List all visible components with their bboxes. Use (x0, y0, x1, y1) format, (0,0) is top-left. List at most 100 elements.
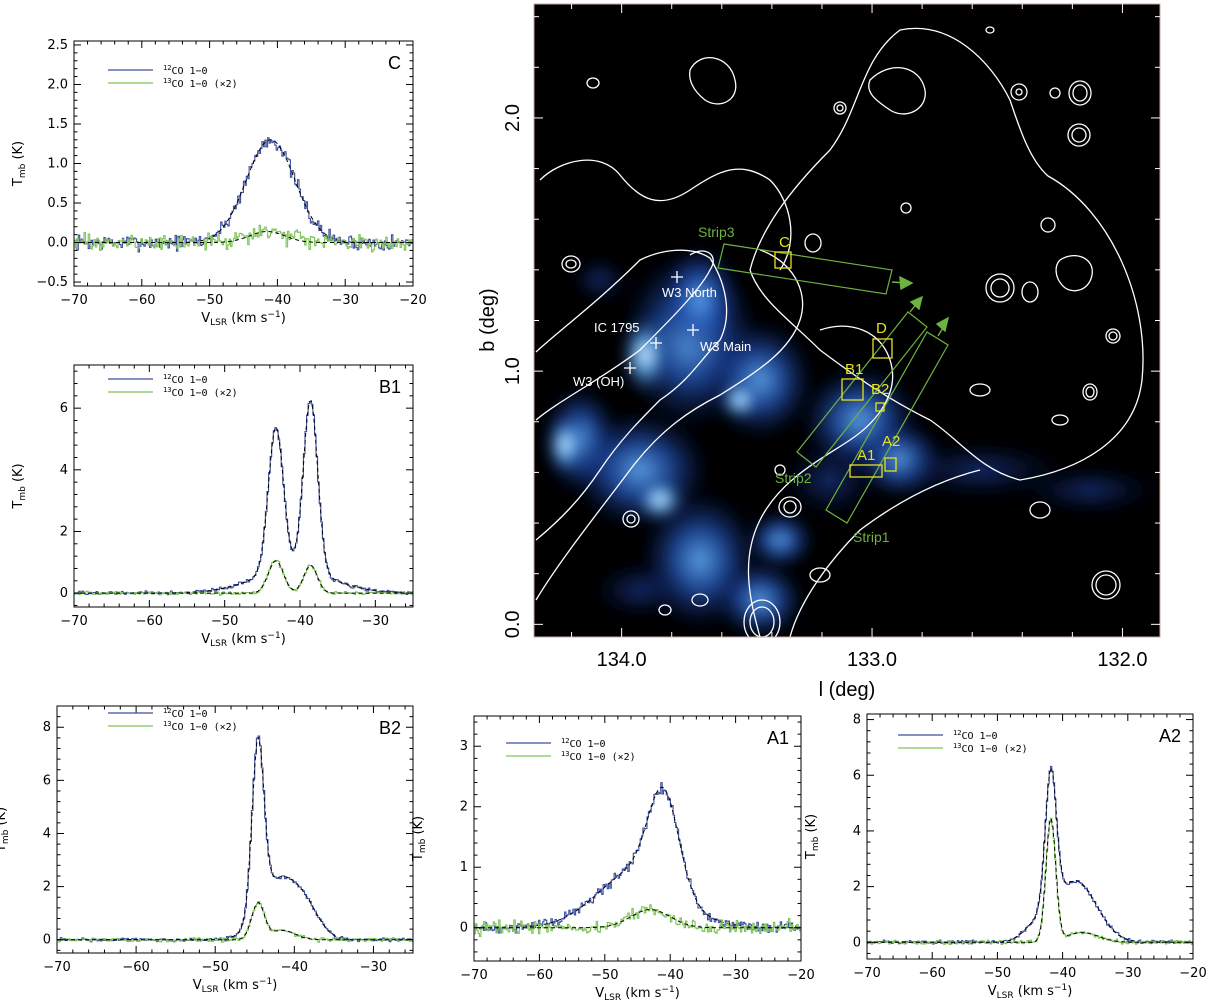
strip3-label: Strip3 (698, 224, 735, 240)
plot-frame (56, 705, 414, 954)
series-line-12co (867, 765, 1194, 945)
x-tick-label: −50 (211, 614, 238, 629)
series-line-12co (74, 401, 414, 596)
panel-label: B2 (379, 718, 401, 738)
source-cross-w3-north (671, 271, 683, 283)
fit-curve-12co (74, 400, 413, 594)
y-axis-label: Tmb (K) (11, 141, 28, 187)
region-box-a1 (849, 464, 883, 478)
fit-curve-12co (867, 766, 1193, 943)
y-tick-label: 0 (60, 586, 68, 601)
region-label-b2: B2 (871, 381, 889, 398)
source-label-w3-north: W3 North (662, 285, 717, 300)
x-tick-label: −20 (399, 293, 426, 308)
y-tick-label: 1.5 (47, 117, 68, 132)
x-tick-label: −20 (1179, 966, 1206, 981)
region-label-a1: A1 (857, 447, 875, 464)
source-cross-w3oh (624, 362, 636, 374)
x-tick-label: −30 (722, 968, 749, 983)
x-tick-label: −70 (60, 293, 87, 308)
fit-curve-13co (57, 901, 413, 941)
y-tick-label: 6 (60, 401, 68, 416)
y-tick-label: 2 (43, 880, 51, 895)
legend-entry: 12CO 1−0 (953, 729, 998, 742)
y-tick-label: 8 (853, 713, 861, 728)
x-axis-label: VLSR (km s−1) (201, 631, 286, 649)
x-tick-label: −30 (360, 960, 387, 975)
plot-frame (473, 715, 802, 962)
region-box-d (872, 338, 893, 359)
x-tick-label: −70 (43, 960, 70, 975)
series-line-13co (74, 224, 414, 253)
panel-label: C (388, 53, 401, 73)
y-tick-label: 4 (853, 824, 861, 839)
map-axes: 134.0 133.0 132.0 0.0 1.0 2.0 l (deg) b (deg) (477, 4, 1160, 701)
series-line-13co (867, 817, 1194, 946)
strip1-arrowhead (935, 316, 950, 333)
strip1-label: Strip1 (853, 529, 890, 545)
y-tick-label: 2.5 (47, 38, 68, 53)
x-tick-label: −60 (128, 293, 155, 308)
x-tick-label: −60 (136, 614, 163, 629)
legend-entry: 12CO 1−0 (163, 64, 208, 77)
x-tick-label: −70 (853, 966, 880, 981)
strip3-arrowhead (899, 275, 914, 291)
legend-entry: 13CO 1−0 (×2) (953, 742, 1028, 755)
x-axis-label: VLSR (km s−1) (988, 983, 1073, 1001)
map-y-tick-label: 0.0 (502, 610, 524, 638)
series-line-12co (474, 782, 802, 934)
region-box-a2 (884, 457, 897, 472)
y-axis-label: Tmb (K) (411, 816, 428, 862)
spectrum-panel-b1: −70 −60 −50 −40 −30 0 2 4 6 VLSR (km s−1) Tmb (K) B… (11, 364, 414, 649)
source-label-w3-main: W3 Main (700, 339, 751, 354)
map-y-axis-label: b (deg) (477, 288, 499, 351)
map-emission (535, 26, 1160, 637)
y-tick-label: 2 (853, 880, 861, 895)
y-tick-label: 2 (460, 800, 468, 815)
map-x-tick-label: 133.0 (847, 649, 897, 671)
series-line-13co (74, 559, 414, 596)
map-labels: W3 North W3 Main W3 (OH) IC 1795 Strip3 … (573, 224, 900, 545)
source-label-w3oh: W3 (OH) (573, 374, 624, 389)
legend-entry: 12CO 1−0 (163, 373, 208, 386)
strip2-label: Strip2 (775, 470, 812, 486)
x-tick-label: −30 (1114, 966, 1141, 981)
y-tick-label: 0 (853, 935, 861, 950)
region-label-b1: B1 (845, 361, 863, 378)
x-axis-label: VLSR (km s−1) (201, 310, 286, 328)
legend-entry: 12CO 1−0 (163, 707, 208, 720)
strip3-box (717, 243, 893, 295)
y-tick-label: 0 (43, 933, 51, 948)
region-label-c: C (779, 234, 790, 251)
fit-curve-13co (867, 816, 1193, 943)
y-tick-label: 2 (60, 524, 68, 539)
x-tick-label: −40 (1049, 966, 1076, 981)
region-label-a2: A2 (882, 433, 900, 450)
y-tick-label: 6 (43, 773, 51, 788)
x-tick-label: −50 (202, 960, 229, 975)
y-tick-label: 0.0 (47, 236, 68, 251)
strip2-box (796, 311, 928, 468)
panel-label: A2 (1159, 726, 1181, 746)
region-box-c (774, 251, 792, 269)
map-x-axis-label: l (deg) (819, 679, 876, 701)
strip2-arrowhead (909, 295, 924, 311)
region-label-d: D (876, 320, 887, 337)
y-tick-label: 4 (43, 826, 51, 841)
x-tick-label: −70 (460, 968, 487, 983)
fit-curve-12co (57, 737, 413, 941)
map-panel: W3 North W3 Main W3 (OH) IC 1795 Strip3 … (477, 3, 1161, 701)
y-tick-label: 8 (43, 720, 51, 735)
contour-lines (535, 26, 1144, 637)
x-tick-label: −50 (984, 966, 1011, 981)
y-axis-label: Tmb (K) (804, 814, 821, 860)
spectrum-panel-a1: −70 −60 −50 −40 −30 −20 0 1 2 3 VLSR (km s−1) Tmb (… (411, 715, 815, 1003)
x-tick-label: −50 (196, 293, 223, 308)
y-tick-label: 0 (460, 921, 468, 936)
fit-curve-12co (474, 786, 801, 929)
strip1-box (825, 331, 949, 524)
legend-entry: 13CO 1−0 (×2) (163, 77, 238, 90)
spectrum-panel-c: −70 −60 −50 −40 −30 −20 −0.5 0.0 0.5 1.0 1.5 2.0 2.5… (11, 38, 427, 328)
y-axis-label: Tmb (K) (11, 463, 28, 509)
